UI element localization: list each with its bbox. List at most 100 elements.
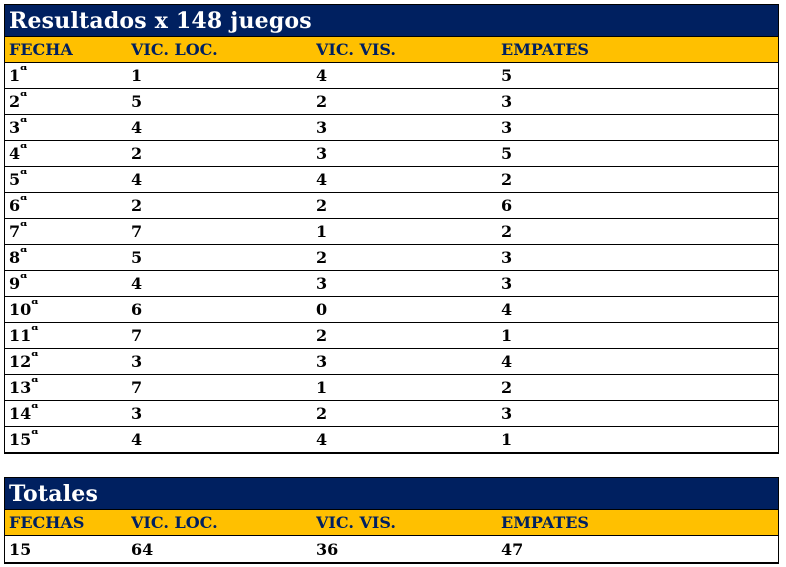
totals-title: Totales — [9, 480, 99, 507]
cell-fecha: 15a — [5, 430, 131, 449]
fecha-ordinal: a — [31, 378, 39, 385]
cell-vic-vis: 3 — [316, 144, 328, 163]
cell-vic-loc: 1 — [131, 66, 143, 85]
cell-vic-loc: 3 — [131, 352, 143, 371]
results-data-row: 12a 3 3 4 — [5, 348, 778, 374]
fecha-ordinal: a — [31, 404, 39, 411]
cell-vic-vis: 3 — [316, 274, 328, 293]
cell-vic-loc: 5 — [131, 92, 143, 111]
cell-fecha: 1a — [5, 66, 131, 85]
cell-empates: 5 — [501, 144, 513, 163]
fecha-ordinal: a — [31, 300, 39, 307]
cell-empates: 3 — [501, 92, 513, 111]
cell-empates: 3 — [501, 274, 513, 293]
results-data-row: 11a 7 2 1 — [5, 322, 778, 348]
cell-vic-vis: 0 — [316, 300, 328, 319]
cell-fecha: 14a — [5, 404, 131, 423]
results-rows: 1a 1 4 5 2a 5 2 3 3a 4 3 3 4a 2 3 5 5a 4… — [5, 62, 778, 452]
cell-empates: 3 — [501, 118, 513, 137]
fecha-ordinal: a — [31, 326, 39, 333]
cell-empates: 2 — [501, 170, 513, 189]
cell-empates: 1 — [501, 430, 513, 449]
cell-vic-vis: 2 — [316, 248, 328, 267]
results-data-row: 6a 2 2 6 — [5, 192, 778, 218]
fecha-ordinal: a — [20, 222, 28, 229]
column-header-empates: EMPATES — [501, 513, 589, 532]
fecha-number: 11 — [9, 326, 32, 345]
fecha-ordinal: a — [20, 196, 28, 203]
cell-empates: 4 — [501, 300, 513, 319]
fecha-ordinal: a — [20, 118, 28, 125]
results-header-row: FECHA VIC. LOC. VIC. VIS. EMPATES — [5, 37, 778, 62]
cell-vic-loc: 7 — [131, 222, 143, 241]
cell-fecha: 12a — [5, 352, 131, 371]
cell-vic-vis: 4 — [316, 66, 328, 85]
cell-vic-loc: 4 — [131, 170, 143, 189]
cell-vic-vis: 2 — [316, 326, 328, 345]
cell-vic-vis: 2 — [316, 404, 328, 423]
totals-cell-empates: 47 — [501, 539, 524, 559]
cell-vic-loc: 2 — [131, 144, 143, 163]
fecha-number: 10 — [9, 300, 32, 319]
column-header-fechas: FECHAS — [9, 513, 85, 532]
fecha-ordinal: a — [20, 248, 28, 255]
fecha-number: 6 — [9, 196, 21, 215]
column-header-empates: EMPATES — [501, 40, 589, 59]
cell-fecha: 2a — [5, 92, 131, 111]
results-data-row: 13a 7 1 2 — [5, 374, 778, 400]
fecha-ordinal: a — [20, 170, 28, 177]
cell-fecha: 13a — [5, 378, 131, 397]
totals-cell-vic-loc: 64 — [131, 539, 154, 559]
totals-cell-vic-vis: 36 — [316, 539, 339, 559]
fecha-number: 13 — [9, 378, 32, 397]
results-data-row: 5a 4 4 2 — [5, 166, 778, 192]
column-header-vic-loc: VIC. LOC. — [131, 40, 218, 59]
column-header-vic-vis: VIC. VIS. — [316, 40, 396, 59]
results-data-row: 8a 5 2 3 — [5, 244, 778, 270]
cell-vic-loc: 7 — [131, 326, 143, 345]
results-data-row: 3a 4 3 3 — [5, 114, 778, 140]
cell-vic-vis: 2 — [316, 92, 328, 111]
fecha-number: 3 — [9, 118, 21, 137]
fecha-ordinal: a — [20, 274, 28, 281]
column-header-vic-vis: VIC. VIS. — [316, 513, 396, 532]
cell-vic-vis: 3 — [316, 118, 328, 137]
cell-vic-loc: 4 — [131, 430, 143, 449]
fecha-number: 12 — [9, 352, 32, 371]
fecha-number: 7 — [9, 222, 21, 241]
cell-fecha: 4a — [5, 144, 131, 163]
cell-vic-vis: 1 — [316, 222, 328, 241]
cell-empates: 2 — [501, 378, 513, 397]
fecha-number: 1 — [9, 66, 21, 85]
cell-empates: 3 — [501, 404, 513, 423]
totals-header-row: FECHAS VIC. LOC. VIC. VIS. EMPATES — [5, 510, 778, 535]
cell-empates: 2 — [501, 222, 513, 241]
fecha-number: 2 — [9, 92, 21, 111]
fecha-ordinal: a — [31, 430, 39, 437]
results-title: Resultados x 148 juegos — [9, 7, 312, 34]
cell-fecha: 8a — [5, 248, 131, 267]
cell-vic-vis: 2 — [316, 196, 328, 215]
cell-vic-vis: 4 — [316, 170, 328, 189]
results-data-row: 10a 6 0 4 — [5, 296, 778, 322]
cell-vic-vis: 1 — [316, 378, 328, 397]
totals-cell-fechas: 15 — [9, 539, 32, 559]
cell-empates: 3 — [501, 248, 513, 267]
column-header-vic-loc: VIC. LOC. — [131, 513, 218, 532]
cell-vic-loc: 5 — [131, 248, 143, 267]
fecha-ordinal: a — [20, 92, 28, 99]
cell-empates: 1 — [501, 326, 513, 345]
cell-fecha: 9a — [5, 274, 131, 293]
cell-fecha: 7a — [5, 222, 131, 241]
cell-vic-loc: 4 — [131, 118, 143, 137]
fecha-ordinal: a — [31, 352, 39, 359]
cell-vic-loc: 4 — [131, 274, 143, 293]
results-title-bar: Resultados x 148 juegos — [5, 5, 778, 37]
totals-title-bar: Totales — [5, 478, 778, 510]
cell-vic-loc: 2 — [131, 196, 143, 215]
cell-vic-loc: 3 — [131, 404, 143, 423]
fecha-number: 4 — [9, 144, 21, 163]
fecha-number: 14 — [9, 404, 32, 423]
totals-data-row: 15 64 36 47 — [5, 535, 778, 562]
